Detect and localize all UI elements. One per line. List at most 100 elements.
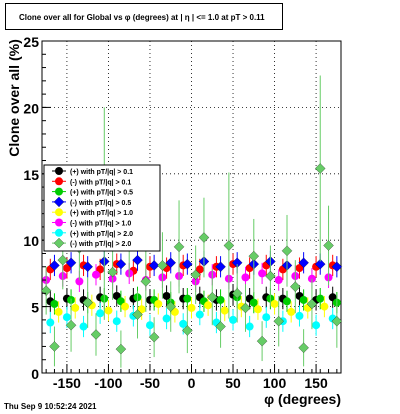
- data-point: [240, 302, 251, 314]
- data-point: [50, 299, 59, 308]
- legend-label: (-) with pT/|q| > 0.5: [70, 200, 131, 207]
- data-point: [262, 313, 271, 322]
- legend-marker: [55, 208, 63, 217]
- title-box: Clone over all for Global vs φ (degrees)…: [5, 3, 283, 30]
- y-tick-label: 15: [23, 167, 39, 183]
- y-tick-label: 0: [31, 366, 39, 382]
- data-point: [170, 307, 179, 316]
- data-point: [62, 313, 71, 322]
- data-point: [137, 305, 146, 314]
- data-point: [182, 325, 193, 336]
- data-point: [154, 299, 163, 308]
- legend-label: (+) with pT/|q| > 1.0: [70, 210, 133, 217]
- data-point: [258, 269, 267, 278]
- data-point: [40, 285, 52, 296]
- data-point: [204, 301, 213, 310]
- data-point: [115, 343, 127, 355]
- data-point: [315, 163, 326, 174]
- data-point: [91, 270, 100, 279]
- data-point: [82, 261, 93, 272]
- legend: (+) with pT/|q| > 0.1 (-) with pT/|q| > 0…: [43, 164, 161, 252]
- data-point: [107, 266, 118, 278]
- y-tick-label: 10: [23, 233, 39, 249]
- data-point: [216, 295, 225, 304]
- x-tick-label: -100: [94, 375, 122, 391]
- data-point: [162, 291, 171, 300]
- data-point: [132, 254, 143, 266]
- data-point: [173, 241, 185, 253]
- legend-label: (+) with pT/|q| > 0.5: [70, 190, 133, 197]
- chart-title: Clone over all for Global vs φ (degrees)…: [19, 13, 265, 22]
- data-point: [148, 260, 160, 271]
- data-point: [229, 315, 238, 324]
- data-point: [231, 288, 243, 299]
- data-point: [71, 303, 80, 312]
- data-point: [65, 319, 77, 331]
- data-point: [298, 257, 309, 268]
- data-point: [320, 302, 329, 311]
- data-point: [49, 260, 60, 271]
- data-marks: [40, 75, 343, 368]
- legend-marker: [53, 237, 65, 249]
- data-point: [190, 269, 201, 280]
- data-point: [281, 245, 293, 257]
- data-point: [96, 309, 105, 318]
- legend-marker: [55, 218, 63, 227]
- data-point: [179, 319, 188, 328]
- data-point: [249, 298, 258, 307]
- data-point: [241, 273, 250, 282]
- legend-label: (-) with pT/|q| > 1.0: [70, 221, 131, 228]
- data-point: [306, 298, 318, 310]
- data-point: [245, 322, 254, 331]
- x-tick-label: 50: [225, 375, 241, 391]
- data-point: [49, 341, 60, 352]
- legend-label: (-) with pT/|q| > 0.1: [70, 179, 131, 186]
- legend-marker: [55, 228, 63, 237]
- timestamp-footer: Thu Sep 9 10:52:24 2021: [4, 402, 97, 411]
- data-point: [315, 258, 326, 270]
- data-point: [207, 292, 218, 303]
- x-tick-label: 100: [263, 375, 287, 391]
- axes: 0 5 10 15 20 25 -150 -100 -50 0 50 100 150: [23, 34, 338, 391]
- legend-marker: [55, 167, 63, 175]
- data-point: [265, 270, 276, 282]
- data-point: [145, 321, 154, 330]
- legend-marker: [53, 196, 65, 208]
- data-point: [132, 309, 143, 320]
- data-point: [215, 321, 226, 332]
- legend-label: (+) with pT/|q| > 2.0: [70, 231, 133, 238]
- data-point: [162, 314, 171, 323]
- data-point: [316, 294, 325, 303]
- data-point: [148, 331, 160, 343]
- data-point: [220, 306, 229, 315]
- data-point: [90, 329, 102, 340]
- data-point: [165, 301, 176, 312]
- data-point: [140, 276, 152, 287]
- data-point: [290, 281, 301, 292]
- data-point: [115, 258, 127, 270]
- data-point: [223, 240, 235, 251]
- data-point: [183, 294, 192, 303]
- data-point: [54, 307, 63, 316]
- legend-box: [43, 164, 161, 252]
- legend-label: (+) with pT/|q| > 0.1: [70, 169, 133, 176]
- data-point: [157, 260, 168, 271]
- x-tick-label: 0: [188, 375, 196, 391]
- data-point: [104, 306, 113, 315]
- data-point: [298, 342, 309, 353]
- data-point: [215, 261, 226, 272]
- data-point: [295, 311, 304, 320]
- x-tick-label: -50: [140, 375, 160, 391]
- data-point: [57, 254, 68, 266]
- data-point: [270, 299, 279, 308]
- data-point: [312, 321, 321, 330]
- y-tick-label: 20: [23, 100, 39, 116]
- data-point: [295, 264, 304, 273]
- y-tick-label: 25: [23, 34, 39, 50]
- data-point: [287, 307, 296, 316]
- data-point: [62, 264, 71, 273]
- data-point: [112, 317, 121, 326]
- data-point: [195, 265, 204, 274]
- data-point: [195, 310, 204, 319]
